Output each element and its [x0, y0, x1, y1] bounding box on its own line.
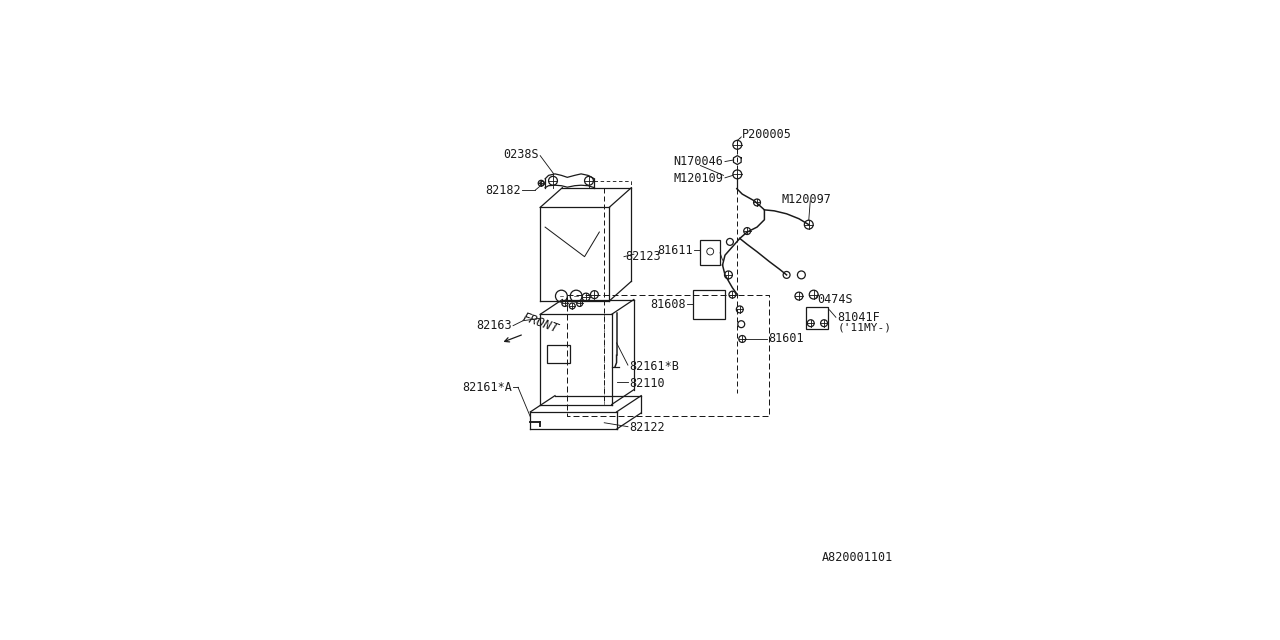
Text: 81611: 81611 [658, 244, 692, 257]
Text: M120109: M120109 [673, 172, 723, 186]
Text: N170046: N170046 [673, 155, 723, 168]
Text: M120097: M120097 [782, 193, 832, 205]
Text: 82123: 82123 [626, 250, 660, 263]
Bar [700, 241, 721, 265]
Bar [547, 346, 571, 363]
Text: A820001101: A820001101 [822, 551, 892, 564]
Bar [692, 290, 724, 319]
Text: 82161*B: 82161*B [628, 360, 678, 372]
Text: 82163: 82163 [476, 319, 512, 332]
Text: 81608: 81608 [650, 298, 686, 311]
Text: ('11MY-): ('11MY-) [837, 322, 891, 332]
Text: 0238S: 0238S [503, 148, 539, 161]
Text: 82122: 82122 [628, 421, 664, 434]
Text: FRONT: FRONT [521, 311, 561, 336]
Text: 82161*A: 82161*A [462, 381, 512, 394]
Text: 81041F: 81041F [837, 311, 881, 324]
Text: 81601: 81601 [768, 332, 804, 346]
Text: 82110: 82110 [628, 377, 664, 390]
Bar [806, 307, 828, 329]
Text: 0474S: 0474S [818, 293, 854, 306]
Text: P200005: P200005 [742, 128, 792, 141]
Text: 82182: 82182 [485, 184, 521, 196]
